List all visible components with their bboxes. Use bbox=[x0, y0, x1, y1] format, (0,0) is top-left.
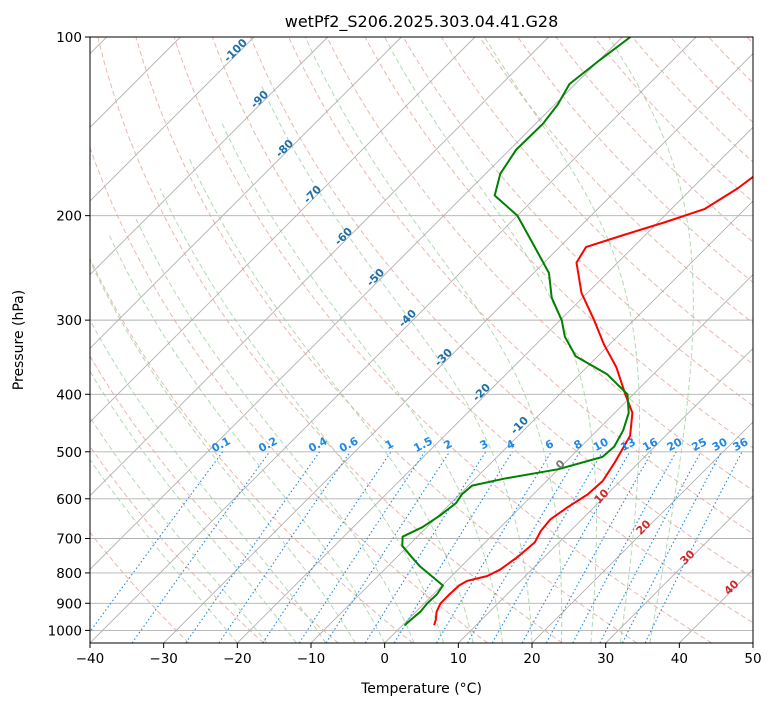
isotherm-line bbox=[90, 37, 476, 423]
mixing-ratio-label: 16 bbox=[640, 435, 660, 454]
y-tick-label: 500 bbox=[56, 445, 82, 461]
isotherm-line bbox=[237, 126, 753, 643]
mixing-ratio-line bbox=[364, 451, 487, 643]
x-axis-ticks: −40 −30 −20 −10 0 10 20 30 40 50 bbox=[76, 643, 762, 667]
dry-adiabat bbox=[440, 37, 753, 365]
x-tick-label: −10 bbox=[297, 651, 326, 667]
mixing-ratio-line bbox=[218, 451, 351, 643]
dry-adiabat bbox=[173, 37, 712, 643]
x-tick-label: 20 bbox=[523, 651, 540, 667]
isotherm-line bbox=[605, 495, 753, 643]
moist-adiabat bbox=[90, 259, 356, 643]
mixing-ratio-line bbox=[325, 451, 451, 643]
isotherm-line bbox=[384, 274, 753, 643]
isotherm-line bbox=[90, 37, 328, 276]
dry-adiabat bbox=[211, 37, 753, 624]
sounding-series bbox=[401, 37, 753, 626]
x-tick-label: 0 bbox=[380, 651, 389, 667]
isotherm-gridlines bbox=[90, 37, 753, 643]
moist-adiabat bbox=[221, 123, 503, 643]
moist-adiabat bbox=[608, 37, 694, 643]
dry-adiabat bbox=[402, 37, 753, 407]
moist-adiabat bbox=[90, 370, 297, 643]
x-axis-label: Temperature (°C) bbox=[360, 681, 482, 697]
x-tick-label: 30 bbox=[597, 651, 614, 667]
y-tick-label: 400 bbox=[56, 387, 82, 403]
y-tick-label: 900 bbox=[56, 596, 82, 612]
dry-adiabat bbox=[90, 146, 488, 643]
mixing-ratio-line bbox=[90, 451, 224, 633]
dry-adiabat bbox=[135, 37, 638, 643]
mixing-ratio-line bbox=[435, 451, 552, 643]
y-tick-label: 1000 bbox=[48, 623, 82, 639]
dry-adiabat bbox=[90, 257, 414, 643]
moist-adiabat bbox=[90, 416, 268, 643]
y-tick-label: 200 bbox=[56, 209, 82, 225]
mixing-ratio-label: 10 bbox=[591, 435, 611, 454]
pressure-gridlines bbox=[90, 37, 753, 631]
mixing-ratio-lines bbox=[90, 451, 743, 643]
moist-adiabat bbox=[483, 37, 640, 643]
plot-area bbox=[90, 37, 753, 643]
dry-adiabat bbox=[97, 37, 563, 643]
y-axis-ticks: 1000 900 800 700 600 500 400 300 200 100 bbox=[48, 30, 90, 639]
y-tick-label: 300 bbox=[56, 313, 82, 329]
mixing-ratio-label: 13 bbox=[618, 435, 638, 454]
mixing-ratio-line bbox=[521, 451, 631, 643]
mixing-ratio-line bbox=[185, 451, 321, 643]
isotherm-line bbox=[90, 37, 402, 349]
mixing-ratio-label: 30 bbox=[710, 435, 730, 454]
moist-adiabat bbox=[108, 234, 386, 643]
moist-adiabat bbox=[260, 83, 533, 643]
x-tick-label: −20 bbox=[223, 651, 252, 667]
dry-adiabat bbox=[250, 37, 753, 579]
x-tick-label: −30 bbox=[149, 651, 178, 667]
moist-adiabat bbox=[90, 458, 238, 643]
isotherm-line bbox=[458, 347, 753, 643]
dry-adiabat bbox=[90, 531, 190, 643]
x-tick-label: 40 bbox=[671, 651, 688, 667]
plot-frame bbox=[89, 36, 754, 644]
mixing-ratio-line bbox=[262, 451, 392, 643]
chart-title: wetPf2_S206.2025.303.04.41.G28 bbox=[285, 12, 559, 32]
dry-adiabat bbox=[517, 37, 753, 284]
x-tick-label: 10 bbox=[450, 651, 467, 667]
mixing-ratio-line bbox=[545, 451, 653, 643]
dry-adiabat bbox=[326, 37, 753, 492]
mixing-ratio-line bbox=[599, 451, 702, 643]
isotherm-line bbox=[90, 37, 549, 497]
moist-adiabat bbox=[134, 215, 415, 643]
mixing-ratio-line bbox=[644, 451, 743, 643]
mixing-ratio-line bbox=[572, 451, 677, 643]
y-tick-label: 600 bbox=[56, 492, 82, 508]
dry-adiabat bbox=[90, 355, 339, 643]
mixing-ratio-label: 20 bbox=[665, 435, 685, 454]
moist-adiabat bbox=[90, 319, 327, 643]
dry-adiabats bbox=[90, 37, 753, 643]
temperature-profile-line bbox=[433, 175, 753, 626]
mixing-ratio-label: 36 bbox=[731, 435, 751, 454]
dry-adiabat bbox=[90, 445, 264, 643]
moist-adiabat bbox=[304, 37, 563, 643]
mixing-ratio-line bbox=[298, 451, 426, 643]
x-tick-label: −40 bbox=[76, 651, 105, 667]
isotherm-line bbox=[163, 53, 753, 643]
isotherm-line bbox=[310, 200, 753, 643]
mixing-ratio-label: 25 bbox=[689, 435, 709, 454]
isotherm-line bbox=[90, 37, 697, 643]
isotherm-line bbox=[531, 421, 753, 643]
dewpoint-profile-line bbox=[401, 37, 632, 626]
y-tick-label: 100 bbox=[56, 30, 82, 46]
y-axis-label: Pressure (hPa) bbox=[11, 290, 27, 390]
isotherm-line bbox=[90, 37, 255, 202]
isotherm-line bbox=[90, 37, 623, 570]
x-tick-label: 50 bbox=[744, 651, 761, 667]
mixing-ratio-line bbox=[131, 451, 271, 643]
y-tick-label: 700 bbox=[56, 532, 82, 548]
y-tick-label: 800 bbox=[56, 566, 82, 582]
